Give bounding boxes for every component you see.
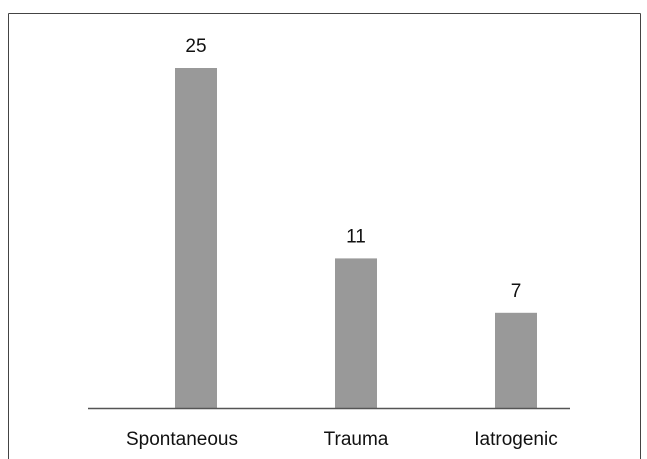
value-label: 11 bbox=[346, 226, 366, 247]
value-label: 7 bbox=[511, 281, 522, 302]
x-tick-label: Trauma bbox=[324, 429, 389, 450]
value-label: 25 bbox=[185, 36, 206, 57]
bar bbox=[175, 68, 217, 408]
bar bbox=[335, 258, 377, 408]
x-tick-label: Spontaneous bbox=[126, 429, 238, 450]
x-tick-label: Iatrogenic bbox=[474, 429, 557, 450]
bar bbox=[495, 312, 537, 408]
